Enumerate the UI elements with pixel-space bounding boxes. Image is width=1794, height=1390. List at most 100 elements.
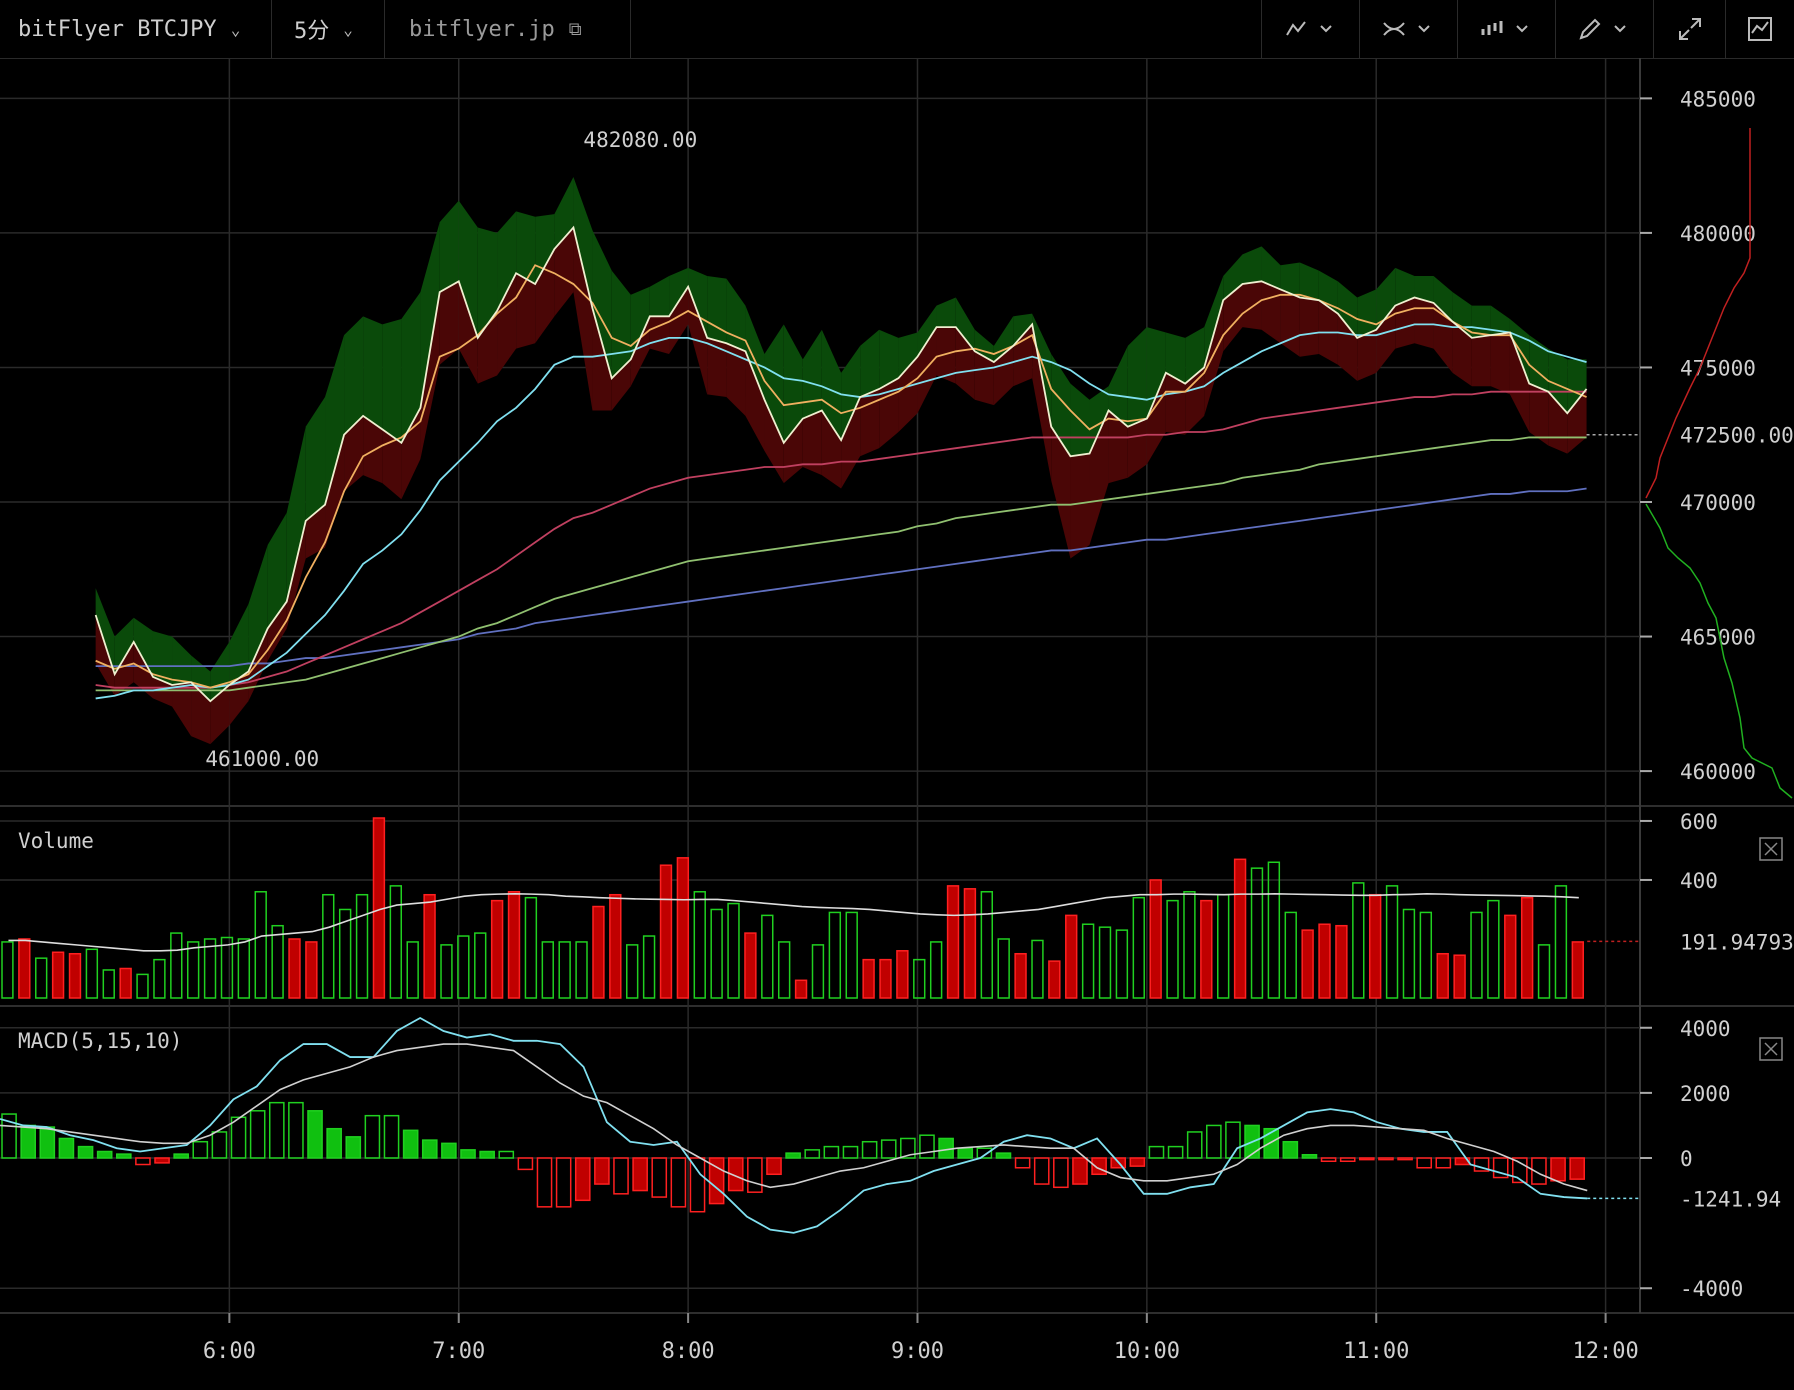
band-down-segment — [1376, 305, 1396, 373]
fullscreen-button[interactable] — [1653, 0, 1725, 58]
band-down-segment — [821, 410, 842, 489]
band-down-segment — [420, 292, 440, 459]
drawing-tool-button[interactable] — [1555, 0, 1653, 58]
macd-histogram-bar — [1550, 1157, 1566, 1182]
volume-bar — [575, 941, 588, 999]
macd-line — [0, 1016, 1588, 1234]
band-down-segment — [554, 227, 574, 317]
band-up-segment — [172, 636, 192, 685]
band-up-segment — [1242, 246, 1262, 285]
macd-histogram-bar — [1225, 1121, 1241, 1159]
band-down-segment — [1529, 383, 1549, 446]
volume-bar — [1436, 952, 1449, 999]
indicator-cross-icon — [1382, 22, 1430, 36]
symbol-selector[interactable]: bitFlyer BTCJPY ⌄ — [0, 0, 272, 58]
volume-bar — [1335, 924, 1348, 999]
band-up-segment — [841, 345, 861, 441]
volume-tick-label: 600 — [1680, 810, 1718, 834]
band-up-segment — [1223, 254, 1243, 301]
band-down-segment — [1452, 321, 1472, 387]
band-down-segment — [248, 628, 268, 702]
band-up-segment — [401, 292, 421, 443]
macd-histogram-bar — [842, 1145, 859, 1159]
band-down-segment — [1070, 453, 1090, 559]
band-down-segment — [286, 520, 306, 629]
volume-bar — [1217, 893, 1230, 999]
line-chart-button[interactable] — [1261, 0, 1359, 58]
band-down-segment — [439, 281, 459, 365]
volume-bar — [1132, 896, 1145, 999]
volume-bar — [1368, 893, 1382, 999]
chart-settings-button[interactable] — [1725, 0, 1794, 58]
macd-histogram-bar — [268, 1101, 285, 1159]
volume-bar — [1233, 858, 1247, 999]
band-up-segment — [860, 329, 880, 398]
band-up-segment — [974, 329, 994, 363]
band-down-segment — [477, 310, 498, 384]
close-macd-icon[interactable] — [1759, 1037, 1783, 1061]
macd-histogram-bar — [249, 1110, 266, 1159]
band-down-segment — [210, 684, 230, 745]
macd-histogram-bar — [1339, 1157, 1356, 1163]
band-up-segment — [879, 329, 899, 389]
volume-bar — [423, 893, 436, 999]
macd-histogram-bar — [345, 1136, 362, 1159]
band-up-segment — [554, 176, 574, 250]
band-up-segment — [764, 324, 784, 443]
macd-histogram-bar — [383, 1114, 400, 1159]
macd-histogram-bar — [402, 1129, 419, 1159]
price-tick-label: 480000 — [1680, 222, 1756, 246]
depth-ask-line — [1645, 128, 1751, 499]
volume-bar — [1166, 899, 1179, 999]
volume-bar — [35, 957, 48, 999]
close-macd-icon-x — [1764, 1042, 1778, 1056]
band-down-segment — [764, 399, 784, 484]
band-up-segment — [439, 200, 459, 293]
volume-bar — [68, 952, 82, 999]
band-up-segment — [420, 222, 440, 408]
band-up-segment — [382, 319, 402, 443]
volume-panel[interactable]: Volume — [1, 817, 1783, 999]
volume-bar — [963, 888, 977, 999]
macd-histogram-bar — [766, 1157, 782, 1176]
band-down-segment — [841, 397, 861, 489]
band-down-segment — [745, 351, 765, 451]
macd-histogram-bar — [747, 1157, 763, 1193]
site-label: bitflyer.jp — [409, 16, 555, 42]
band-down-segment — [1204, 300, 1224, 416]
ma-fast-line — [94, 225, 1588, 703]
volume-bar — [913, 958, 926, 999]
band-down-segment — [898, 356, 918, 433]
volume-bar — [51, 951, 65, 999]
band-up-segment — [1433, 275, 1453, 322]
band-down-segment — [1051, 426, 1071, 559]
candle-type-button[interactable] — [1457, 0, 1555, 58]
volume-bar — [558, 941, 571, 999]
volume-bar — [980, 891, 993, 999]
indicator-button[interactable] — [1359, 0, 1457, 58]
price-tick-label: 460000 — [1680, 760, 1756, 784]
site-link[interactable]: bitflyer.jp ⧉ — [385, 0, 631, 58]
macd-panel[interactable]: MACD(5,15,10) — [0, 1016, 1783, 1234]
volume-bar — [1, 941, 14, 999]
external-link-icon: ⧉ — [568, 18, 582, 40]
macd-histogram-bar — [364, 1114, 381, 1159]
band-down-segment — [649, 316, 670, 354]
macd-histogram-bar — [460, 1149, 476, 1159]
current-price-bg — [1670, 418, 1794, 451]
macd-histogram-bar — [1359, 1157, 1375, 1161]
macd-tick-label: 0 — [1680, 1147, 1693, 1171]
macd-histogram-bar — [1512, 1157, 1528, 1184]
close-volume-icon[interactable] — [1759, 837, 1783, 861]
band-up-segment — [1414, 275, 1434, 303]
price-panel[interactable]: 482080.00 461000.00 — [94, 128, 1640, 771]
band-down-segment — [611, 359, 631, 411]
interval-selector[interactable]: 5分 ⌄ — [272, 0, 385, 58]
volume-bar — [1301, 929, 1314, 999]
volume-bar — [1149, 879, 1162, 999]
band-down-segment — [1242, 281, 1262, 330]
macd-histogram-bar — [804, 1149, 821, 1159]
current-price-label: 472500.00 — [1680, 424, 1794, 448]
chart-toolbar: bitFlyer BTCJPY ⌄ 5分 ⌄ bitflyer.jp ⧉ — [0, 0, 1794, 59]
